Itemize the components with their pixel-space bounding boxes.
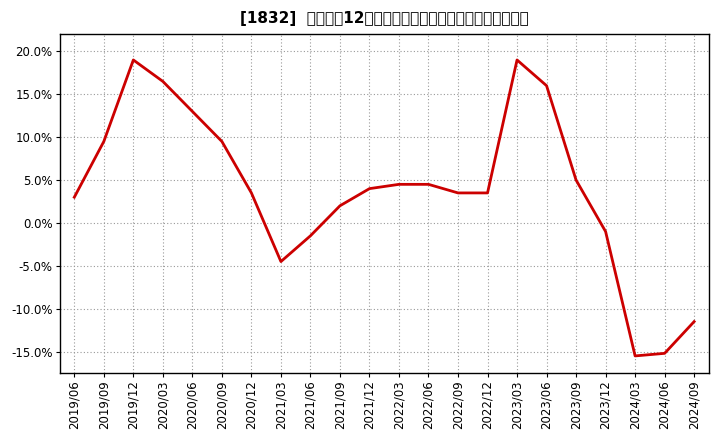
Title: [1832]  売上高の12か月移動合計の対前年同期増減率の推移: [1832] 売上高の12か月移動合計の対前年同期増減率の推移 [240, 11, 528, 26]
